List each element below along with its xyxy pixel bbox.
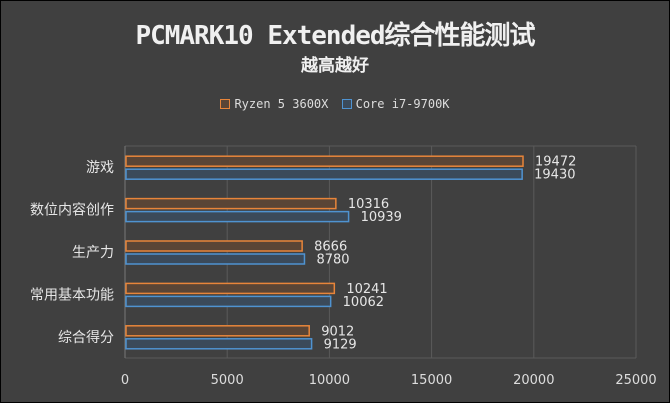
legend-item-core: Core i7-9700K [341, 97, 450, 111]
legend-label: Core i7-9700K [355, 97, 450, 111]
legend-swatch [220, 99, 231, 109]
data-label: 10316 [348, 197, 389, 212]
data-label: 10241 [346, 282, 387, 297]
x-tick-label: 20000 [513, 373, 554, 388]
x-tick-label: 15000 [411, 373, 452, 388]
x-tick-label: 10000 [309, 373, 350, 388]
bar-core [125, 168, 523, 180]
bar-ryzen [125, 197, 337, 210]
data-label: 19430 [534, 168, 575, 183]
data-label: 10062 [343, 295, 384, 310]
x-tick-label: 0 [121, 373, 129, 388]
bar-core [125, 338, 313, 350]
x-tick-label: 25000 [615, 373, 656, 388]
bar-core [125, 210, 350, 223]
data-label: 9012 [321, 324, 354, 339]
category-label: 常用基本功能 [30, 286, 114, 303]
x-tick-label: 5000 [211, 373, 244, 388]
category-label: 数位内容创作 [30, 202, 114, 219]
category-label: 综合得分 [58, 329, 114, 346]
bar-ryzen [125, 240, 303, 252]
legend-item-ryzen: Ryzen 5 3600X [220, 97, 328, 111]
bar-core [125, 295, 332, 308]
chart-title: PCMARK10 Extended综合性能测试 [135, 21, 535, 51]
data-label: 10939 [361, 210, 402, 225]
data-label: 9129 [324, 337, 357, 352]
legend-swatch [341, 99, 352, 109]
data-label: 8666 [314, 240, 347, 255]
legend-label: Ryzen 5 3600X [234, 97, 329, 111]
bar-core [125, 253, 306, 265]
bar-ryzen [125, 155, 524, 167]
bar-ryzen [125, 325, 310, 337]
data-label: 8780 [316, 253, 349, 268]
category-label: 生产力 [72, 245, 114, 261]
legend: Ryzen 5 3600X Core i7-9700K [1, 97, 669, 112]
category-label: 游戏 [86, 160, 114, 176]
data-label: 19472 [535, 155, 576, 170]
bar-ryzen [125, 282, 336, 295]
chart-subtitle: 越高越好 [301, 56, 369, 76]
